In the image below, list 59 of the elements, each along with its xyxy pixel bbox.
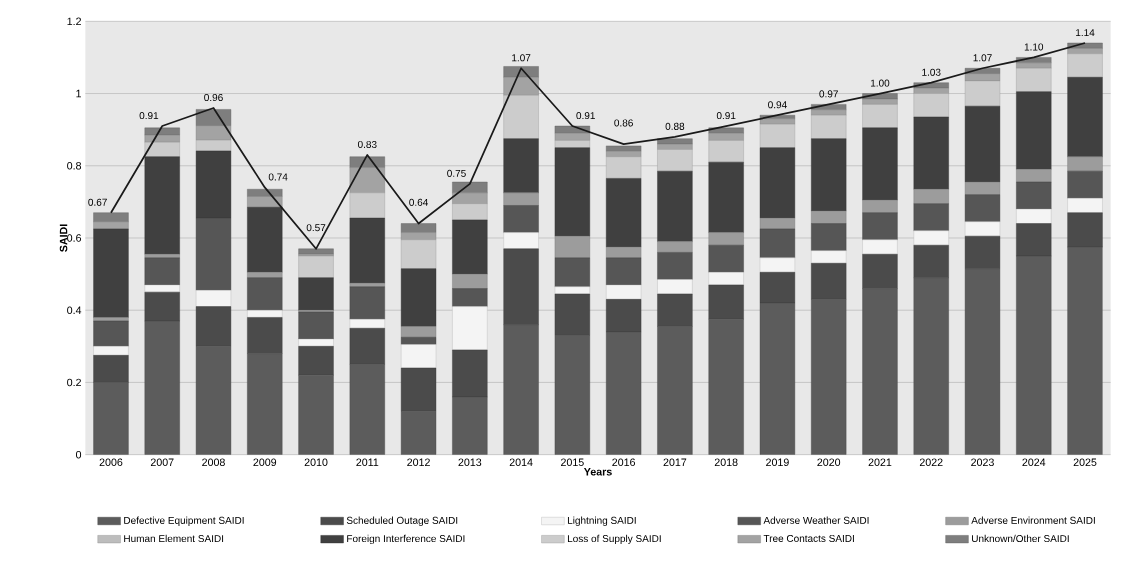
data-label: 1.03 [922, 68, 941, 76]
x-tick-label: 2008 [202, 458, 225, 467]
y-tick-label: 1.2 [67, 17, 81, 26]
x-tick-label: 2021 [868, 458, 892, 467]
legend-label: Human Element SAIDI [124, 534, 224, 543]
data-label: 1.07 [512, 54, 531, 62]
data-label: 0.91 [716, 112, 736, 120]
data-label: 0.96 [204, 93, 223, 102]
x-tick-label: 2010 [304, 458, 328, 467]
x-tick-label: 2025 [1073, 458, 1097, 467]
data-label: 0.64 [409, 198, 429, 206]
data-label: 0.67 [88, 198, 107, 206]
x-tick-label: 2023 [971, 458, 994, 467]
data-label: 0.91 [576, 112, 595, 120]
data-label: 0.74 [268, 173, 288, 181]
data-label: 0.83 [357, 140, 377, 148]
x-tick-label: 2009 [253, 458, 277, 467]
x-tick-label: 2020 [817, 458, 841, 467]
data-label: 0.97 [819, 90, 838, 98]
x-tick-label: 2019 [766, 458, 789, 467]
data-label: 1.07 [973, 54, 992, 62]
x-tick-label: 2011 [356, 458, 379, 467]
x-tick-label: 2006 [99, 458, 123, 467]
x-tick-label: 2013 [458, 458, 482, 467]
y-tick-label: 0 [76, 450, 82, 459]
legend-label: Tree Contacts SAIDI [763, 534, 854, 542]
data-label: 0.57 [306, 224, 326, 232]
x-tick-label: 2022 [919, 458, 943, 467]
x-tick-label: 2017 [663, 458, 687, 467]
x-tick-label: 2007 [150, 458, 174, 467]
data-label: 0.91 [139, 112, 159, 120]
legend-label: Unknown/Other SAIDI [972, 534, 1069, 543]
data-label: 0.75 [447, 169, 466, 177]
data-label: 0.94 [768, 101, 787, 109]
y-tick-label: 0.6 [67, 234, 82, 242]
y-tick-label: 0.2 [67, 378, 81, 387]
data-label: 1.14 [1076, 29, 1095, 37]
y-tick-label: 1 [76, 89, 81, 98]
data-label: 1.00 [870, 79, 890, 87]
legend-label: Loss of Supply SAIDI [567, 534, 661, 545]
x-tick-label: 2014 [509, 458, 533, 467]
legend-label: Scheduled Outage SAIDI [346, 516, 458, 526]
legend-label: Adverse Environment SAIDI [971, 516, 1095, 524]
legend-label: Foreign Interference SAIDI [347, 534, 465, 545]
y-tick-label: 0.4 [67, 306, 82, 314]
x-tick-label: 2015 [561, 458, 584, 467]
x-axis-title: Years [583, 468, 612, 476]
y-tick-label: 0.8 [67, 161, 82, 170]
data-label: 0.86 [614, 119, 633, 127]
x-tick-label: 2018 [714, 458, 738, 467]
legend-label: Adverse Weather SAIDI [763, 516, 869, 524]
x-tick-label: 2016 [612, 458, 636, 467]
x-tick-label: 2012 [407, 458, 430, 467]
legend-label: Lightning SAIDI [567, 516, 636, 526]
data-label: 0.88 [665, 122, 685, 130]
legend-label: Defective Equipment SAIDI [124, 516, 244, 526]
y-axis-title: SAIDI [59, 224, 68, 252]
data-label: 1.10 [1024, 43, 1044, 51]
x-tick-label: 2024 [1022, 458, 1046, 467]
